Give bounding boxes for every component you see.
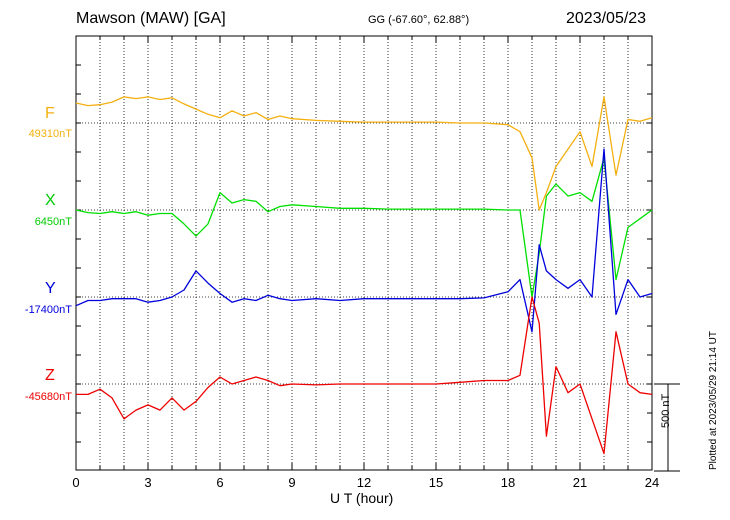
station-title: Mawson (MAW) [GA] xyxy=(76,10,226,27)
x-tick-label: 6 xyxy=(216,475,223,490)
series-line-z xyxy=(76,296,653,455)
f-channel-letter: F xyxy=(45,105,55,122)
plot-date: 2023/05/23 xyxy=(566,10,647,27)
x-tick-label: 12 xyxy=(357,475,371,490)
x-tick-label: 3 xyxy=(144,475,151,490)
scale-bar-label: 500 nT xyxy=(660,393,672,428)
x-channel-letter: X xyxy=(45,192,56,209)
x-tick-label: 21 xyxy=(573,475,587,490)
series-line-f xyxy=(75,96,653,211)
geographic-coordinates: GG (-67.60°, 62.88°) xyxy=(368,14,470,26)
z-channel-letter: Z xyxy=(45,367,55,384)
series-line-y xyxy=(75,148,653,333)
x-tick-label: 15 xyxy=(429,475,443,490)
z-baseline-value: -45680nT xyxy=(24,391,72,403)
x-baseline-value: 6450nT xyxy=(34,216,72,228)
x-tick-label: 9 xyxy=(288,475,295,490)
plotted-timestamp: Plotted at 2023/05/29 21:14 UT xyxy=(708,331,719,470)
y-channel-letter: Y xyxy=(45,280,56,297)
y-baseline-value: -17400nT xyxy=(24,304,72,316)
x-tick-label: 0 xyxy=(72,475,79,490)
x-tick-label: 18 xyxy=(501,475,515,490)
x-axis-label: U T (hour) xyxy=(330,490,394,506)
x-tick-label: 24 xyxy=(645,475,659,490)
f-baseline-value: 49310nT xyxy=(28,128,72,140)
series-line-x xyxy=(75,157,653,298)
